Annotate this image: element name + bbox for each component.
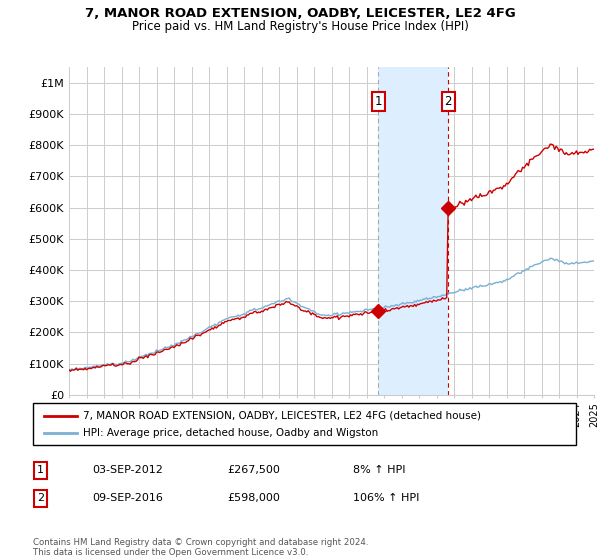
Text: 8% ↑ HPI: 8% ↑ HPI <box>353 465 406 475</box>
Text: £267,500: £267,500 <box>227 465 280 475</box>
Text: 2: 2 <box>37 493 44 503</box>
Text: Contains HM Land Registry data © Crown copyright and database right 2024.
This d: Contains HM Land Registry data © Crown c… <box>33 538 368 557</box>
Text: 1: 1 <box>374 95 382 108</box>
Text: HPI: Average price, detached house, Oadby and Wigston: HPI: Average price, detached house, Oadb… <box>83 428 378 438</box>
Text: 09-SEP-2016: 09-SEP-2016 <box>92 493 163 503</box>
Text: 2: 2 <box>445 95 452 108</box>
Text: 1: 1 <box>37 465 44 475</box>
Bar <box>378 67 448 395</box>
Text: 106% ↑ HPI: 106% ↑ HPI <box>353 493 419 503</box>
Text: 7, MANOR ROAD EXTENSION, OADBY, LEICESTER, LE2 4FG (detached house): 7, MANOR ROAD EXTENSION, OADBY, LEICESTE… <box>83 411 481 421</box>
Text: 7, MANOR ROAD EXTENSION, OADBY, LEICESTER, LE2 4FG: 7, MANOR ROAD EXTENSION, OADBY, LEICESTE… <box>85 7 515 20</box>
Text: £598,000: £598,000 <box>227 493 280 503</box>
Text: Price paid vs. HM Land Registry's House Price Index (HPI): Price paid vs. HM Land Registry's House … <box>131 20 469 32</box>
Text: 03-SEP-2012: 03-SEP-2012 <box>92 465 163 475</box>
